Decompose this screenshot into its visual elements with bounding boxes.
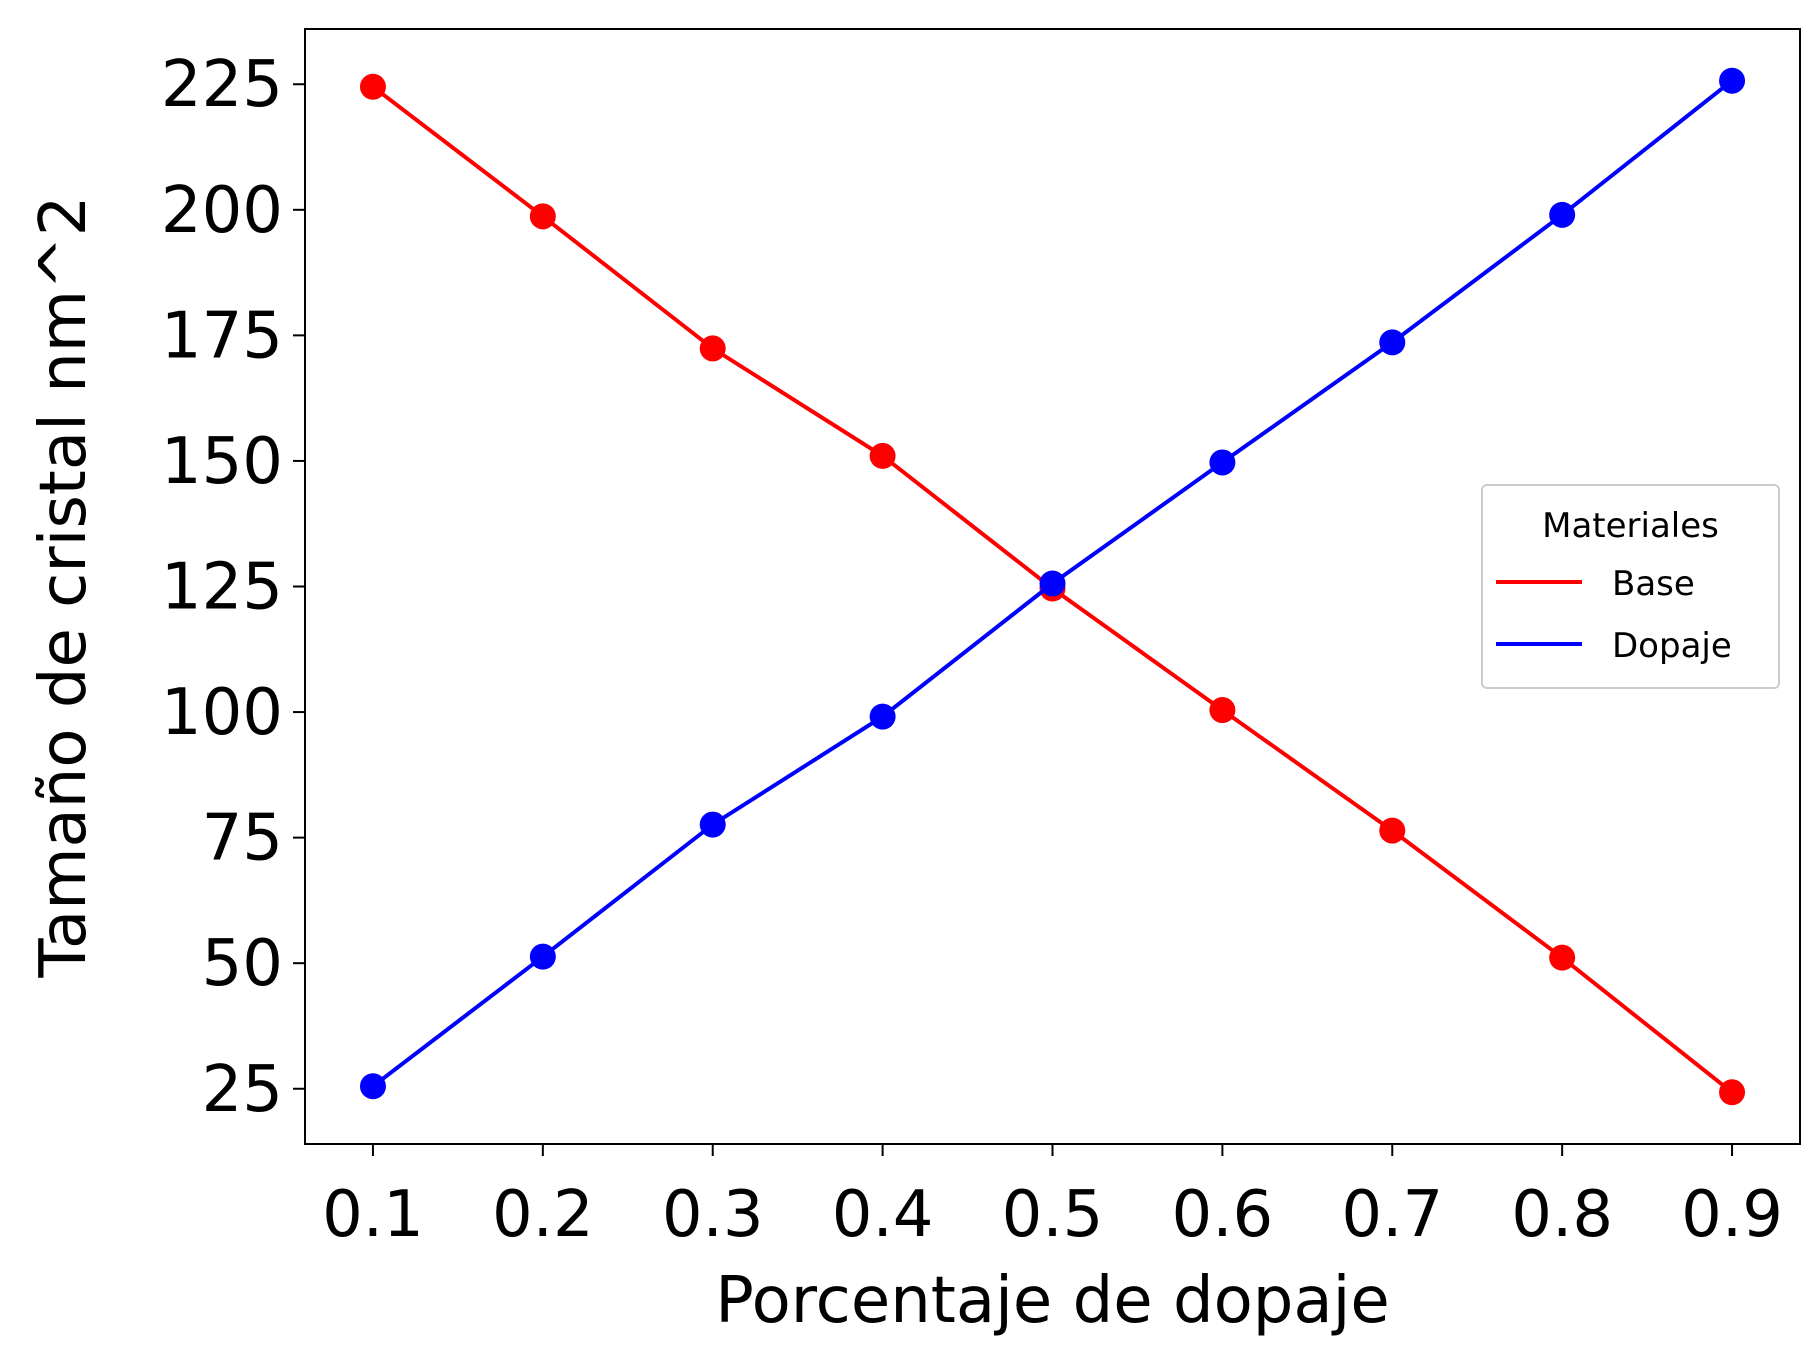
series-layer xyxy=(359,67,1746,1106)
data-point-base xyxy=(1379,817,1406,844)
data-point-dopaje xyxy=(1209,449,1236,476)
data-point-dopaje xyxy=(699,811,726,838)
data-point-dopaje xyxy=(359,1073,386,1100)
legend-title: Materiales xyxy=(1542,506,1719,546)
legend-label-base: Base xyxy=(1612,564,1695,604)
data-point-base xyxy=(1719,1079,1746,1106)
legend-entries: Base Dopaje xyxy=(1496,564,1732,666)
x-axis: 0.1 0.2 0.3 0.4 0.5 0.6 0.7 0.8 0.9 xyxy=(322,1144,1783,1252)
data-point-dopaje xyxy=(1039,570,1066,597)
x-tick-label: 0.3 xyxy=(662,1178,764,1252)
data-point-base xyxy=(699,335,726,362)
y-axis: 25 50 75 100 125 150 175 200 225 xyxy=(161,48,305,1127)
x-tick-label: 0.8 xyxy=(1511,1178,1613,1252)
y-tick-label: 150 xyxy=(161,425,283,499)
x-tick-label: 0.4 xyxy=(832,1178,934,1252)
legend-label-dopaje: Dopaje xyxy=(1612,626,1732,666)
y-axis-title: Tamaño de cristal nm^2 xyxy=(27,196,101,979)
data-point-base xyxy=(1549,944,1576,971)
x-axis-title: Porcentaje de dopaje xyxy=(715,1264,1389,1338)
data-point-dopaje xyxy=(1719,67,1746,94)
data-point-base xyxy=(529,203,556,230)
y-tick-label: 75 xyxy=(202,802,283,876)
y-tick-label: 100 xyxy=(161,676,283,750)
legend: Materiales Base Dopaje xyxy=(1481,484,1780,689)
data-point-base xyxy=(359,73,386,100)
data-point-base xyxy=(1209,697,1236,724)
legend-box xyxy=(1481,484,1780,689)
y-tick-label: 25 xyxy=(202,1053,283,1127)
y-tick-label: 125 xyxy=(161,551,283,625)
y-tick-label: 50 xyxy=(202,927,283,1001)
x-tick-label: 0.1 xyxy=(322,1178,424,1252)
x-tick-label: 0.7 xyxy=(1341,1178,1443,1252)
data-point-base xyxy=(869,442,896,469)
data-point-dopaje xyxy=(1379,329,1406,356)
y-tick-label: 200 xyxy=(161,174,283,248)
y-tick-label: 175 xyxy=(161,299,283,373)
x-tick-label: 0.9 xyxy=(1681,1178,1783,1252)
x-tick-label: 0.2 xyxy=(492,1178,594,1252)
x-tick-label: 0.5 xyxy=(1002,1178,1104,1252)
data-point-dopaje xyxy=(869,703,896,730)
y-tick-label: 225 xyxy=(161,48,283,122)
x-tick-label: 0.6 xyxy=(1171,1178,1273,1252)
data-point-dopaje xyxy=(1549,201,1576,228)
data-point-dopaje xyxy=(529,943,556,970)
